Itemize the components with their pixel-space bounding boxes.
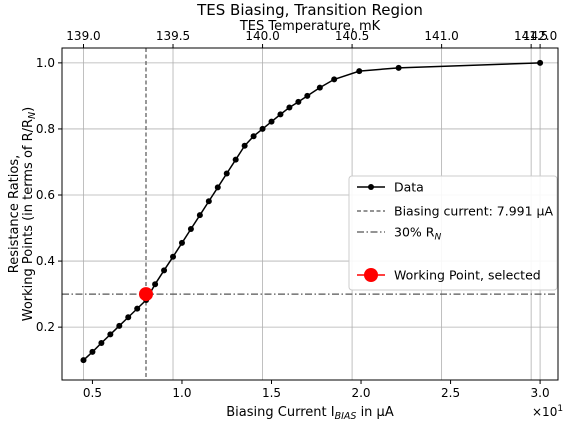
legend: Data Biasing current: 7.991 μA 30% RN Wo… xyxy=(348,175,558,291)
data-point-4 xyxy=(116,322,123,329)
y-tick-label-2: 0.6 xyxy=(36,188,55,202)
y-tick-label-1: 0.4 xyxy=(36,254,55,268)
x-tick-label-1: 1.0 xyxy=(172,386,191,400)
legend-box xyxy=(348,175,558,291)
data-point-1 xyxy=(89,348,96,355)
legend-wp-label: Working Point, selected xyxy=(394,268,541,283)
data-point-5 xyxy=(125,314,132,321)
x-tick-label-4: 2.5 xyxy=(441,386,460,400)
data-point-22 xyxy=(277,111,284,118)
top-tick-label-2: 140.0 xyxy=(245,29,279,43)
top-tick-label-1: 139.5 xyxy=(156,29,190,43)
top-tick-label-5: 141.5 xyxy=(514,29,548,43)
data-point-16 xyxy=(223,170,230,177)
data-point-10 xyxy=(170,253,177,260)
data-point-28 xyxy=(356,68,363,75)
legend-wp-marker xyxy=(364,268,378,282)
y-axis-label-line2-main: Working Points (in terms of R/R xyxy=(21,119,36,321)
data-point-21 xyxy=(268,118,275,125)
y-axis-label-line2: Working Points (in terms of R/RN) xyxy=(21,107,38,321)
data-point-23 xyxy=(286,104,293,111)
y-axis-label-tail: ) xyxy=(21,107,36,112)
x-multiplier-base: ×10 xyxy=(532,405,557,419)
x-tick-label-2: 1.5 xyxy=(262,386,281,400)
top-tick-label-0: 139.0 xyxy=(66,29,100,43)
legend-data-marker xyxy=(368,184,374,190)
top-tick-label-4: 141.0 xyxy=(424,29,458,43)
data-point-18 xyxy=(241,142,248,149)
data-point-6 xyxy=(134,305,141,312)
data-point-29 xyxy=(395,64,402,71)
x-multiplier: ×101 xyxy=(532,404,563,419)
x-tick-label-5: 3.0 xyxy=(531,386,550,400)
y-axis-label-sub: N xyxy=(27,112,38,119)
x-axis-label: Biasing Current IBIAS in μA xyxy=(226,405,394,422)
chart-title: TES Biasing, Transition Region xyxy=(196,1,423,19)
x-axis-ticks: 0.5 1.0 1.5 2.0 2.5 3.0 xyxy=(83,380,550,400)
data-point-20 xyxy=(259,125,266,132)
y-tick-label-3: 0.8 xyxy=(36,122,55,136)
data-point-9 xyxy=(161,267,168,274)
legend-r30-label: 30% RN xyxy=(394,225,441,243)
x-axis-label-main: Biasing Current I xyxy=(226,405,334,420)
working-point-marker xyxy=(138,287,153,302)
y-axis-label: Resistance Ratios, Working Points (in te… xyxy=(7,107,38,321)
x-axis-label-sub: BIAS xyxy=(335,411,357,422)
legend-data-label: Data xyxy=(394,180,424,195)
data-point-19 xyxy=(250,133,257,140)
data-point-17 xyxy=(232,156,239,163)
top-tick-label-3: 140.5 xyxy=(335,29,369,43)
data-point-15 xyxy=(214,184,221,191)
data-point-26 xyxy=(316,84,323,91)
legend-bias-label: Biasing current: 7.991 μA xyxy=(394,204,554,219)
top-axis-label: TES Temperature, mK xyxy=(239,19,381,34)
data-point-11 xyxy=(178,239,185,246)
data-point-0 xyxy=(80,357,87,364)
data-point-13 xyxy=(196,212,203,219)
x-tick-label-3: 2.0 xyxy=(351,386,370,400)
y-axis-label-line1: Resistance Ratios, xyxy=(7,155,22,273)
data-point-24 xyxy=(295,98,302,105)
y-axis-ticks: 0.2 0.4 0.6 0.8 1.0 xyxy=(36,56,62,334)
x-multiplier-exp: 1 xyxy=(557,404,563,414)
data-point-27 xyxy=(331,76,338,83)
data-point-30 xyxy=(537,59,544,66)
data-point-12 xyxy=(187,226,194,233)
x-axis-label-tail: in μA xyxy=(356,405,393,420)
y-tick-label-0: 0.2 xyxy=(36,320,55,334)
data-point-3 xyxy=(107,331,114,338)
y-tick-label-4: 1.0 xyxy=(36,56,55,70)
series-data xyxy=(80,59,544,364)
legend-r30-sub: N xyxy=(434,233,441,243)
legend-r30-main: 30% R xyxy=(394,225,435,240)
plot-frame xyxy=(61,47,559,381)
data-point-14 xyxy=(205,198,212,205)
data-point-2 xyxy=(98,340,105,347)
data-point-25 xyxy=(304,92,311,99)
data-point-8 xyxy=(152,281,159,288)
x-tick-label-0: 0.5 xyxy=(83,386,102,400)
top-tick-label-6: 142.0 xyxy=(523,29,557,43)
